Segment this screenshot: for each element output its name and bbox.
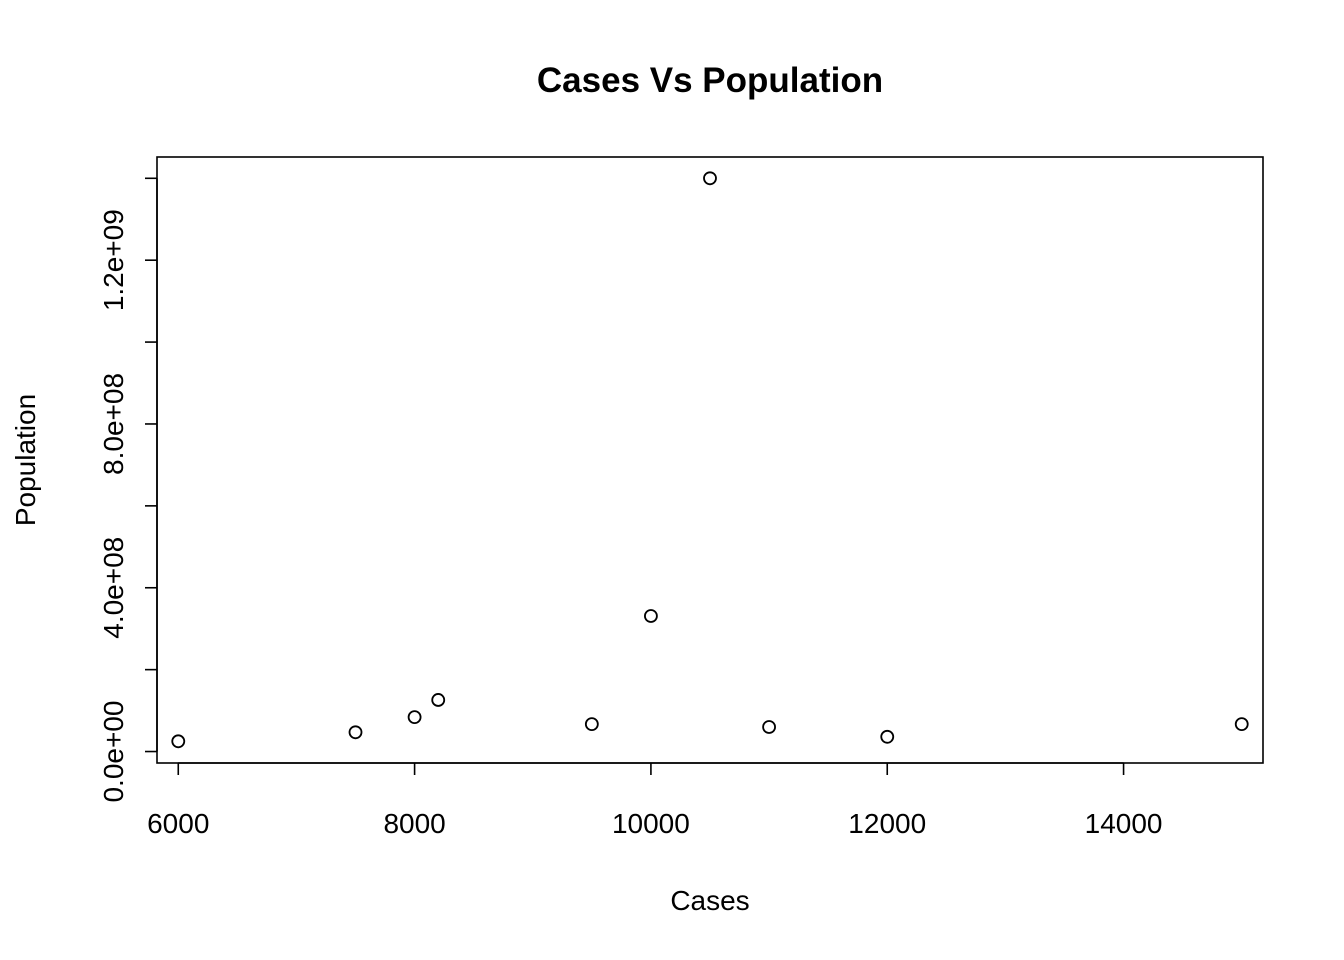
y-tick-label: 0.0e+00 [98,701,129,803]
data-point-6 [703,171,717,186]
data-point-0 [171,734,186,749]
data-points [171,171,1249,749]
y-axis-label: Population [10,394,41,526]
x-axis: 6000 8000 10000 12000 14000 [147,762,1163,839]
y-tick-label: 4.0e+08 [98,537,129,639]
x-tick-label: 10000 [612,808,690,839]
data-point-8 [880,729,895,744]
data-point-1 [348,725,363,740]
data-point-9 [1234,717,1249,732]
x-tick-label: 6000 [147,808,209,839]
chart-title: Cases Vs Population [537,61,883,100]
data-point-2 [407,710,422,725]
data-point-4 [584,717,599,732]
x-tick-label: 8000 [383,808,445,839]
data-point-5 [644,609,658,623]
x-tick-label: 12000 [848,808,926,839]
data-point-3 [431,693,446,707]
plot-area-border [156,156,1264,764]
x-tick-label: 14000 [1085,808,1163,839]
data-point-7 [762,720,776,734]
y-tick-label: 8.0e+08 [98,373,129,475]
y-tick-label: 1.2e+09 [98,209,129,311]
x-axis-label: Cases [670,885,749,916]
y-axis: 0.0e+00 4.0e+08 8.0e+08 1.2e+09 [98,177,158,803]
